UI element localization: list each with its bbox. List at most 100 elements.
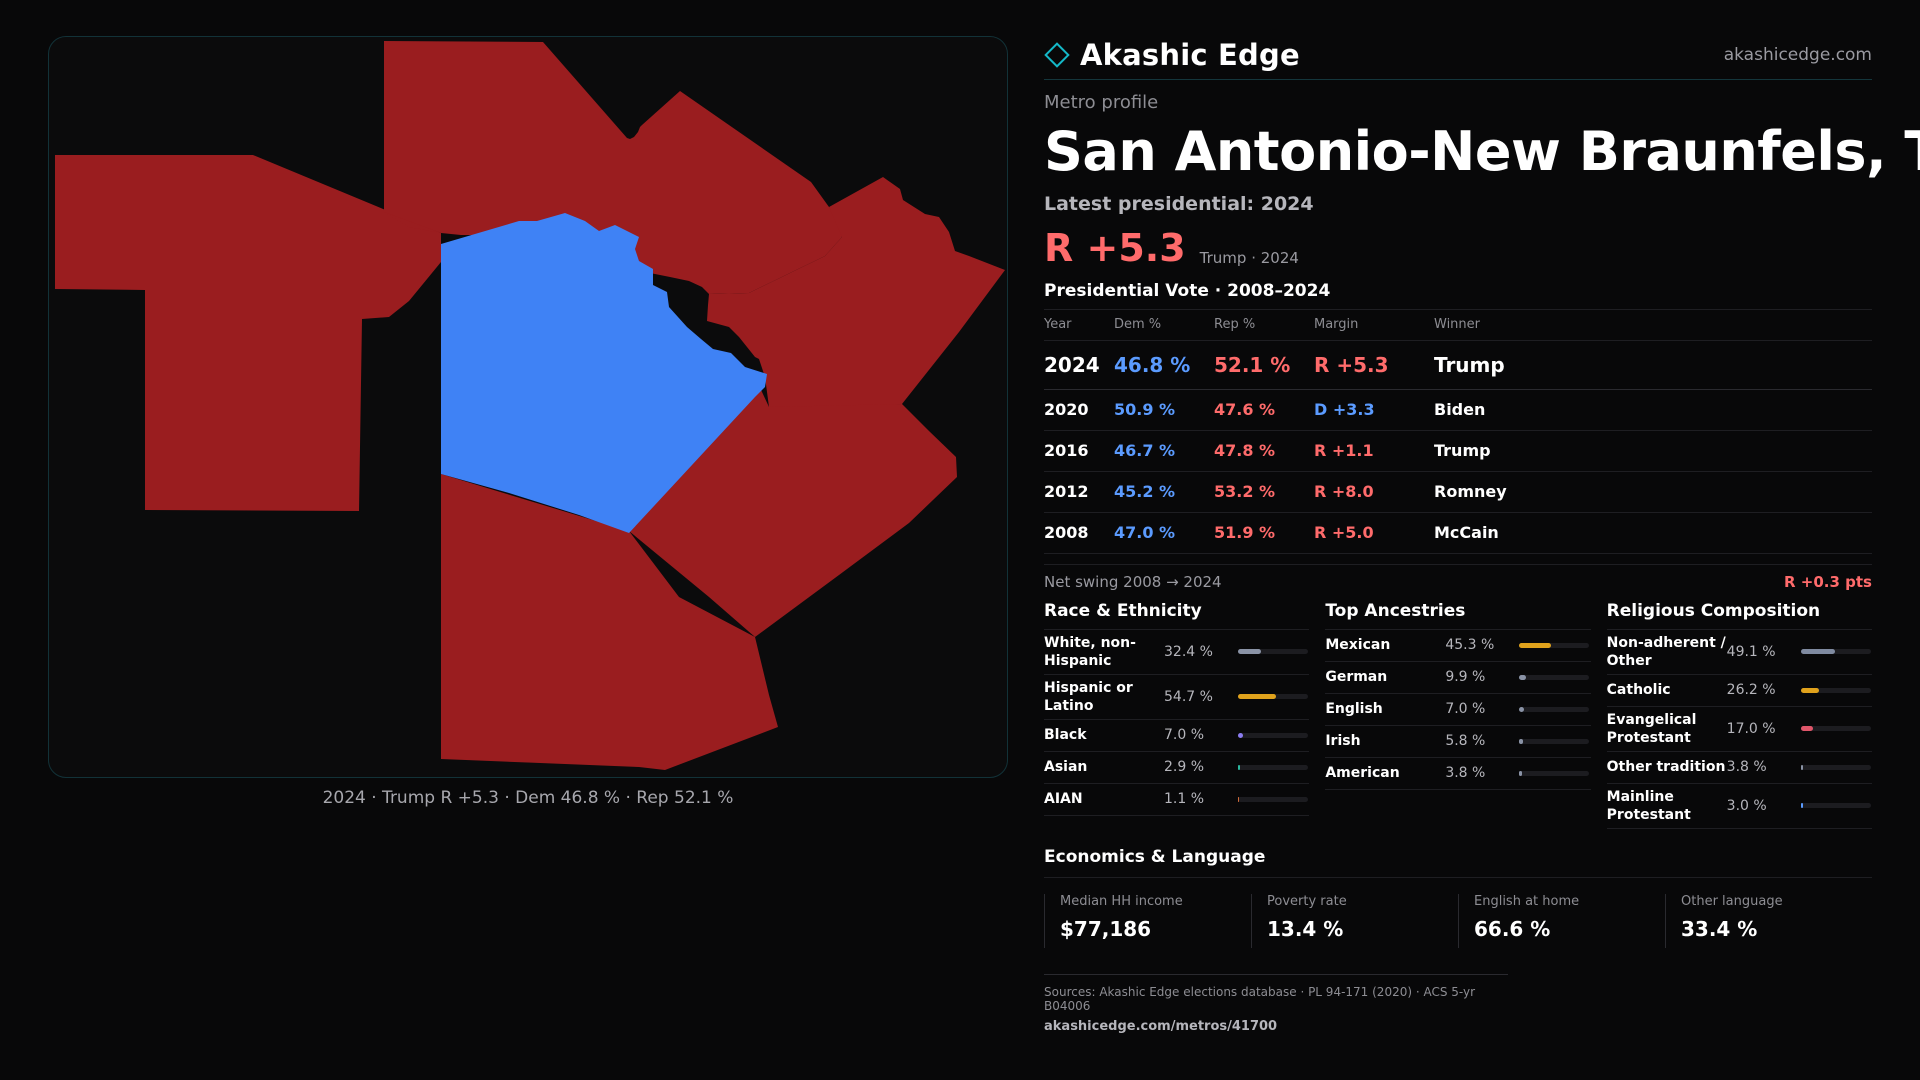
sources-link[interactable]: akashicedge.com/metros/41700 xyxy=(1044,1018,1278,1034)
demo-bar-fill xyxy=(1800,687,1819,693)
demo-label: Mainline Protestant xyxy=(1606,788,1691,823)
demo-bar xyxy=(1519,706,1590,712)
headline-result: R +5.3 Trump · 2024 xyxy=(1044,221,1872,271)
demo-label: American xyxy=(1325,765,1400,781)
latest-presidential-label: Latest presidential: 2024 xyxy=(1044,193,1314,215)
demo-value: 7.0 % xyxy=(1164,727,1205,743)
table-row: 2020 50.9 % 47.6 % D +3.3 Biden xyxy=(1044,389,1872,431)
list-item: Catholic 26.2 % xyxy=(1606,675,1872,707)
demo-bar xyxy=(1800,726,1871,731)
stat-other-language: Other language 33.4 % xyxy=(1665,893,1872,948)
list-item: Asian 2.9 % xyxy=(1044,752,1310,784)
cell-dem: 46.8 % xyxy=(1114,340,1214,390)
cell-winner: Trump xyxy=(1434,340,1872,390)
list-item: Mexican 45.3 % xyxy=(1325,630,1591,662)
demo-bar xyxy=(1800,764,1871,770)
demo-bar xyxy=(1800,649,1871,654)
brand[interactable]: Akashic Edge xyxy=(1044,38,1300,72)
net-swing-row: Net swing 2008 → 2024 R +0.3 pts xyxy=(1044,563,1872,591)
demo-value: 3.8 % xyxy=(1445,765,1486,781)
cell-dem: 50.9 % xyxy=(1114,389,1214,431)
brand-name: Akashic Edge xyxy=(1080,37,1300,72)
demo-bar-fill xyxy=(1519,674,1527,680)
list-item: American 3.8 % xyxy=(1325,758,1591,790)
demo-label: Non-adherent / Other xyxy=(1606,634,1726,669)
headline-winner-year: Trump · 2024 xyxy=(1199,249,1299,267)
list-item: German 9.9 % xyxy=(1325,662,1591,694)
table-row: 2016 46.7 % 47.8 % R +1.1 Trump xyxy=(1044,430,1872,472)
table-row: 2008 47.0 % 51.9 % R +5.0 McCain xyxy=(1044,512,1872,554)
demo-bar-fill xyxy=(1238,732,1243,738)
demo-label: Mexican xyxy=(1325,637,1391,653)
county-atascosa[interactable] xyxy=(441,474,778,770)
county-map-panel xyxy=(48,36,1008,778)
top-ancestries-title: Top Ancestries xyxy=(1325,601,1591,630)
demo-label: Evangelical Protestant xyxy=(1606,711,1697,746)
demo-label: White, non-Hispanic xyxy=(1044,634,1136,669)
demo-bar-fill xyxy=(1800,803,1803,808)
cell-margin: R +8.0 xyxy=(1314,471,1434,513)
demo-value: 9.9 % xyxy=(1445,669,1486,685)
demographics-section: Race & Ethnicity White, non-Hispanic 32.… xyxy=(1044,601,1872,829)
demo-label: Irish xyxy=(1325,733,1361,749)
stat-value: 33.4 % xyxy=(1681,916,1758,941)
cell-margin: D +3.3 xyxy=(1314,389,1434,431)
cell-winner: Biden xyxy=(1434,389,1872,431)
table-row: 2012 45.2 % 53.2 % R +8.0 Romney xyxy=(1044,471,1872,513)
economics-stats: Median HH income $77,186 Poverty rate 13… xyxy=(1044,893,1872,948)
demo-value: 54.7 % xyxy=(1164,688,1213,705)
county-bandera[interactable] xyxy=(384,212,441,233)
brand-header: Akashic Edge akashicedge.com xyxy=(1044,30,1872,80)
stat-label: English at home xyxy=(1474,893,1580,909)
cell-winner: McCain xyxy=(1434,512,1872,554)
demo-label: Catholic xyxy=(1606,682,1671,698)
cell-year: 2024 xyxy=(1044,340,1114,390)
list-item: Black 7.0 % xyxy=(1044,720,1310,752)
page-title: San Antonio-New Braunfels, TX xyxy=(1044,120,1920,183)
profile-panel: Akashic Edge akashicedge.com Metro profi… xyxy=(1044,30,1920,1034)
stat-value: 13.4 % xyxy=(1267,916,1344,941)
cell-winner: Trump xyxy=(1434,430,1872,472)
vote-table-title: Presidential Vote · 2008–2024 xyxy=(1044,281,1872,310)
cell-rep: 53.2 % xyxy=(1214,471,1314,513)
demo-label: Black xyxy=(1044,727,1087,743)
list-item: Irish 5.8 % xyxy=(1325,726,1591,758)
county-medina[interactable] xyxy=(55,155,441,511)
demo-bar-fill xyxy=(1519,642,1552,648)
demo-bar-fill xyxy=(1519,706,1525,712)
site-link[interactable]: akashicedge.com xyxy=(1723,44,1872,65)
county-bexar[interactable] xyxy=(441,213,767,533)
county-comal[interactable] xyxy=(707,177,1005,407)
cell-winner: Romney xyxy=(1434,471,1872,513)
sources-text: Sources: Akashic Edge elections database… xyxy=(1044,984,1476,1013)
demo-bar-fill xyxy=(1800,649,1836,654)
cell-year: 2008 xyxy=(1044,512,1114,554)
map-caption: 2024 · Trump R +5.3 · Dem 46.8 % · Rep 5… xyxy=(322,788,734,808)
demo-bar-fill xyxy=(1800,764,1804,770)
religious-composition-title: Religious Composition xyxy=(1606,601,1872,630)
demo-value: 7.0 % xyxy=(1445,701,1486,717)
stat-label: Median HH income xyxy=(1060,893,1183,909)
header-margin: Margin xyxy=(1314,310,1434,341)
cell-year: 2016 xyxy=(1044,430,1114,472)
demo-bar xyxy=(1238,649,1308,654)
demo-bar xyxy=(1519,770,1590,776)
stat-label: Other language xyxy=(1681,893,1783,909)
sources-footer: Sources: Akashic Edge elections database… xyxy=(1044,973,1508,1034)
stat-value: 66.6 % xyxy=(1474,916,1551,941)
demo-bar xyxy=(1238,694,1308,699)
list-item: AIAN 1.1 % xyxy=(1044,784,1310,816)
demo-label: English xyxy=(1325,701,1383,717)
county-map xyxy=(55,41,1005,770)
list-item: English 7.0 % xyxy=(1325,694,1591,726)
demo-value: 5.8 % xyxy=(1445,733,1486,749)
cell-margin: R +1.1 xyxy=(1314,430,1434,472)
vote-table: Year Dem % Rep % Margin Winner 2024 46.8… xyxy=(1044,310,1872,554)
page-kicker: Metro profile xyxy=(1044,92,1159,113)
stat-value: $77,186 xyxy=(1060,916,1152,941)
demo-bar-fill xyxy=(1238,796,1240,802)
headline-margin: R +5.3 xyxy=(1044,226,1186,270)
cell-margin: R +5.0 xyxy=(1314,512,1434,554)
demo-value: 32.4 % xyxy=(1164,643,1213,660)
stat-median-income: Median HH income $77,186 xyxy=(1044,893,1251,948)
